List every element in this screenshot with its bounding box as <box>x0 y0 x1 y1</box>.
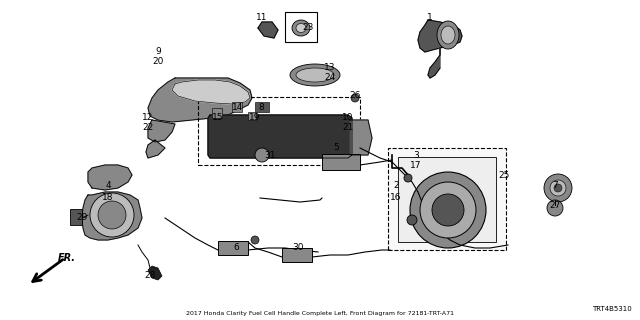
Ellipse shape <box>296 23 306 33</box>
Text: 3: 3 <box>413 150 419 159</box>
Circle shape <box>420 182 476 238</box>
Polygon shape <box>148 120 175 142</box>
Text: 17: 17 <box>410 161 422 170</box>
Text: 5: 5 <box>333 143 339 153</box>
Circle shape <box>554 184 562 192</box>
Circle shape <box>90 193 134 237</box>
Text: 22: 22 <box>142 124 154 132</box>
Polygon shape <box>418 20 462 52</box>
Text: 26: 26 <box>349 91 361 100</box>
Text: 21: 21 <box>342 124 354 132</box>
Bar <box>212 108 222 118</box>
FancyBboxPatch shape <box>322 154 360 170</box>
Text: 4: 4 <box>105 180 111 189</box>
Ellipse shape <box>437 21 459 49</box>
Polygon shape <box>172 80 250 104</box>
Circle shape <box>351 94 359 102</box>
Text: 25: 25 <box>499 171 509 180</box>
Ellipse shape <box>292 20 310 36</box>
Polygon shape <box>208 115 352 158</box>
Circle shape <box>432 194 464 226</box>
Circle shape <box>547 200 563 216</box>
Text: 7: 7 <box>552 180 558 189</box>
Ellipse shape <box>441 26 455 44</box>
Text: 1: 1 <box>427 13 433 22</box>
Text: 15: 15 <box>212 114 224 123</box>
Ellipse shape <box>290 64 340 86</box>
Text: 2017 Honda Clarity Fuel Cell Handle Complete Left, Front Diagram for 72181-TRT-A: 2017 Honda Clarity Fuel Cell Handle Comp… <box>186 311 454 316</box>
Text: 9: 9 <box>155 47 161 57</box>
Text: 27: 27 <box>549 201 561 210</box>
Circle shape <box>550 180 566 196</box>
Text: 31: 31 <box>264 150 276 159</box>
Circle shape <box>544 174 572 202</box>
Polygon shape <box>148 78 252 122</box>
FancyBboxPatch shape <box>218 241 248 255</box>
FancyBboxPatch shape <box>282 248 312 262</box>
Text: 10: 10 <box>342 114 354 123</box>
Text: 29: 29 <box>76 213 88 222</box>
Text: 20: 20 <box>152 58 164 67</box>
Text: 19: 19 <box>249 114 260 123</box>
Polygon shape <box>88 165 132 190</box>
Polygon shape <box>428 48 440 78</box>
Circle shape <box>255 148 269 162</box>
Bar <box>255 102 269 112</box>
Polygon shape <box>82 192 142 240</box>
Bar <box>70 209 82 225</box>
Text: 23: 23 <box>302 23 314 33</box>
Polygon shape <box>258 22 278 38</box>
Circle shape <box>251 236 259 244</box>
Ellipse shape <box>296 68 334 82</box>
Polygon shape <box>148 266 162 280</box>
Bar <box>232 102 242 112</box>
Text: 28: 28 <box>144 270 156 279</box>
Text: 14: 14 <box>232 103 244 113</box>
Bar <box>398 157 496 242</box>
Circle shape <box>404 174 412 182</box>
Text: FR.: FR. <box>58 253 76 263</box>
Circle shape <box>98 201 126 229</box>
Polygon shape <box>350 120 372 155</box>
Text: 13: 13 <box>324 63 336 73</box>
Text: 11: 11 <box>256 13 268 22</box>
Circle shape <box>410 172 486 248</box>
Text: 8: 8 <box>258 103 264 113</box>
Text: 2: 2 <box>393 180 399 189</box>
Text: 18: 18 <box>102 194 114 203</box>
Text: 12: 12 <box>142 114 154 123</box>
Bar <box>198 97 360 165</box>
Text: 6: 6 <box>233 244 239 252</box>
Bar <box>248 112 256 120</box>
Text: 30: 30 <box>292 244 304 252</box>
Circle shape <box>407 215 417 225</box>
Text: TRT4B5310: TRT4B5310 <box>592 306 632 312</box>
Polygon shape <box>146 140 165 158</box>
Text: 24: 24 <box>324 74 335 83</box>
Bar <box>388 148 506 250</box>
Text: 16: 16 <box>390 194 402 203</box>
Bar <box>285 12 317 42</box>
